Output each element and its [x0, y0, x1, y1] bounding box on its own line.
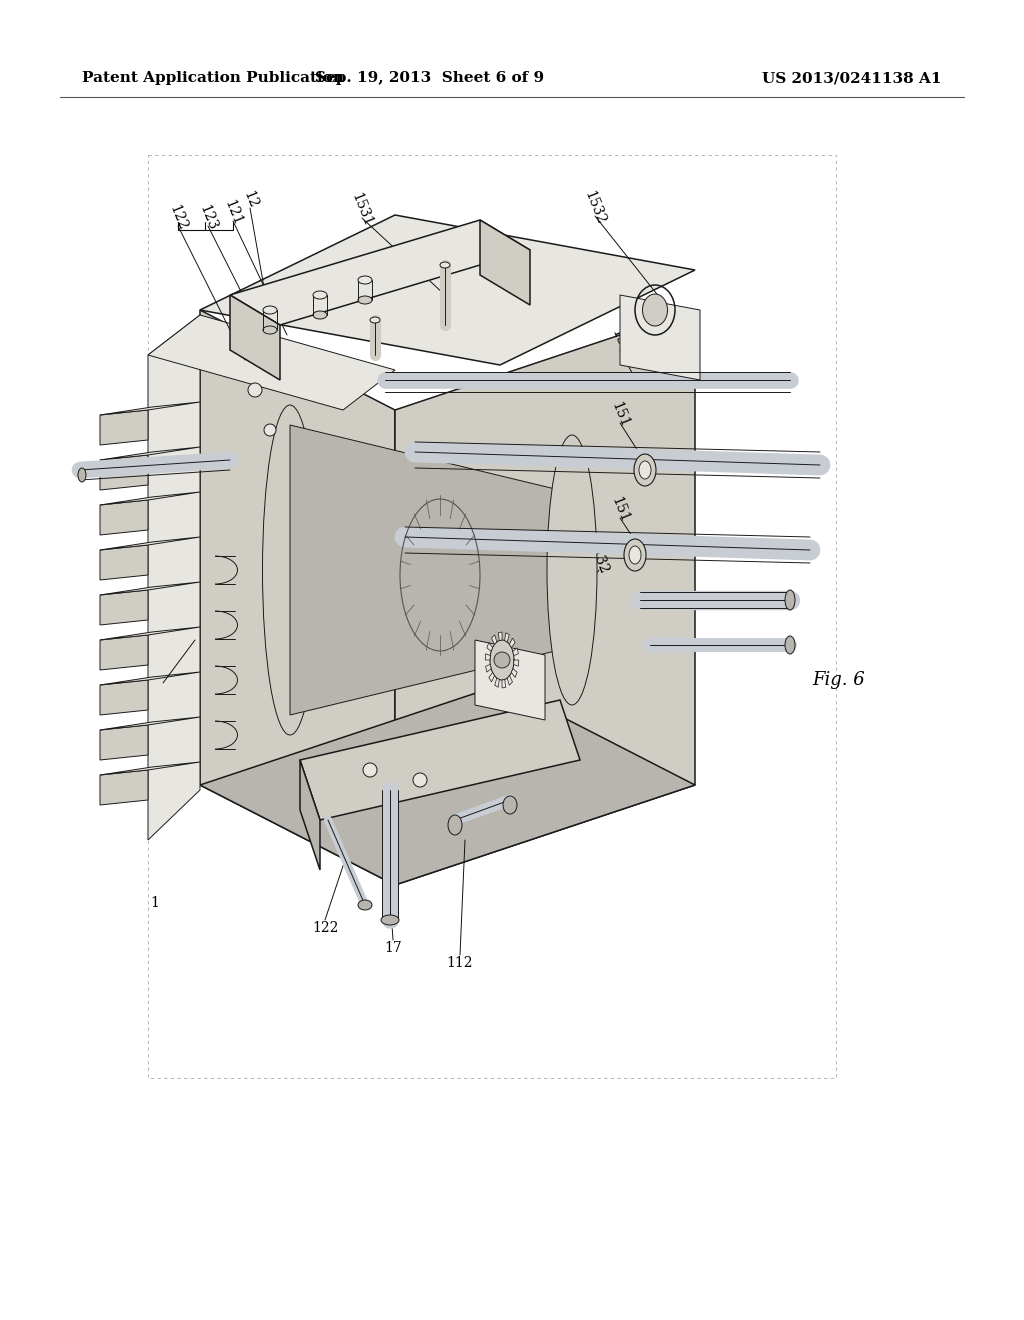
Text: 121: 121 — [221, 198, 245, 228]
Ellipse shape — [358, 900, 372, 909]
Polygon shape — [485, 653, 490, 660]
Ellipse shape — [624, 539, 646, 572]
Text: 151: 151 — [608, 495, 632, 525]
Polygon shape — [148, 315, 395, 411]
Ellipse shape — [629, 546, 641, 564]
Polygon shape — [100, 455, 148, 490]
Text: 1532: 1532 — [582, 189, 608, 227]
Text: 132: 132 — [588, 548, 610, 577]
Ellipse shape — [358, 296, 372, 304]
Polygon shape — [507, 676, 512, 685]
Polygon shape — [300, 700, 580, 820]
Ellipse shape — [785, 590, 795, 610]
Polygon shape — [475, 640, 545, 719]
Circle shape — [413, 774, 427, 787]
Polygon shape — [100, 627, 200, 640]
Polygon shape — [480, 220, 530, 305]
Polygon shape — [148, 315, 200, 840]
Circle shape — [494, 652, 510, 668]
Ellipse shape — [313, 290, 327, 300]
Polygon shape — [100, 590, 148, 624]
Polygon shape — [100, 762, 200, 775]
Polygon shape — [495, 678, 500, 688]
Polygon shape — [514, 660, 519, 667]
Ellipse shape — [370, 317, 380, 323]
Text: Fig. 6: Fig. 6 — [812, 671, 864, 689]
Text: 151: 151 — [608, 400, 632, 430]
Text: 122: 122 — [312, 921, 338, 935]
Polygon shape — [100, 411, 148, 445]
Polygon shape — [499, 632, 502, 640]
Polygon shape — [230, 294, 280, 380]
Polygon shape — [100, 500, 148, 535]
Polygon shape — [485, 664, 492, 672]
Polygon shape — [100, 770, 148, 805]
Ellipse shape — [263, 306, 278, 314]
Circle shape — [264, 424, 276, 436]
Polygon shape — [620, 294, 700, 380]
Text: 112: 112 — [446, 956, 473, 970]
Bar — [148, 154, 836, 1078]
Text: 1: 1 — [151, 896, 160, 909]
Text: 12: 12 — [241, 189, 260, 211]
Ellipse shape — [358, 276, 372, 284]
Polygon shape — [505, 632, 509, 642]
Ellipse shape — [785, 636, 795, 653]
Text: 17: 17 — [384, 941, 401, 954]
Text: Patent Application Publication: Patent Application Publication — [82, 71, 344, 84]
Text: Sep. 19, 2013  Sheet 6 of 9: Sep. 19, 2013 Sheet 6 of 9 — [315, 71, 545, 84]
Polygon shape — [510, 638, 515, 648]
Polygon shape — [300, 760, 319, 870]
Ellipse shape — [639, 461, 651, 479]
Ellipse shape — [547, 436, 597, 705]
Text: 135: 135 — [570, 573, 594, 603]
Polygon shape — [511, 669, 517, 677]
Polygon shape — [395, 310, 695, 884]
Ellipse shape — [642, 294, 668, 326]
Polygon shape — [100, 672, 200, 685]
Ellipse shape — [262, 405, 317, 735]
Polygon shape — [513, 648, 518, 656]
Ellipse shape — [78, 469, 86, 482]
Polygon shape — [100, 537, 200, 550]
Circle shape — [248, 383, 262, 397]
Text: 122: 122 — [167, 203, 189, 232]
Ellipse shape — [449, 814, 462, 836]
Polygon shape — [100, 492, 200, 506]
Circle shape — [362, 763, 377, 777]
Polygon shape — [100, 680, 148, 715]
Text: US 2013/0241138 A1: US 2013/0241138 A1 — [763, 71, 942, 84]
Polygon shape — [100, 447, 200, 459]
Polygon shape — [100, 582, 200, 595]
Polygon shape — [100, 717, 200, 730]
Polygon shape — [200, 215, 695, 366]
Polygon shape — [290, 425, 580, 715]
Polygon shape — [100, 725, 148, 760]
Polygon shape — [502, 680, 506, 688]
Text: 123: 123 — [197, 203, 219, 232]
Text: 143: 143 — [546, 597, 568, 627]
Ellipse shape — [440, 261, 450, 268]
Polygon shape — [200, 310, 395, 884]
Text: 16: 16 — [144, 676, 162, 690]
Polygon shape — [100, 403, 200, 414]
Text: 1531: 1531 — [349, 191, 375, 228]
Text: 153: 153 — [608, 327, 632, 356]
Ellipse shape — [381, 915, 399, 925]
Polygon shape — [486, 643, 493, 651]
Polygon shape — [490, 640, 514, 680]
Polygon shape — [200, 685, 695, 884]
Polygon shape — [230, 220, 530, 325]
Ellipse shape — [263, 326, 278, 334]
Ellipse shape — [634, 454, 656, 486]
Ellipse shape — [313, 312, 327, 319]
Polygon shape — [492, 635, 497, 644]
Polygon shape — [488, 672, 495, 682]
Polygon shape — [100, 635, 148, 671]
Polygon shape — [100, 545, 148, 579]
Ellipse shape — [503, 796, 517, 814]
